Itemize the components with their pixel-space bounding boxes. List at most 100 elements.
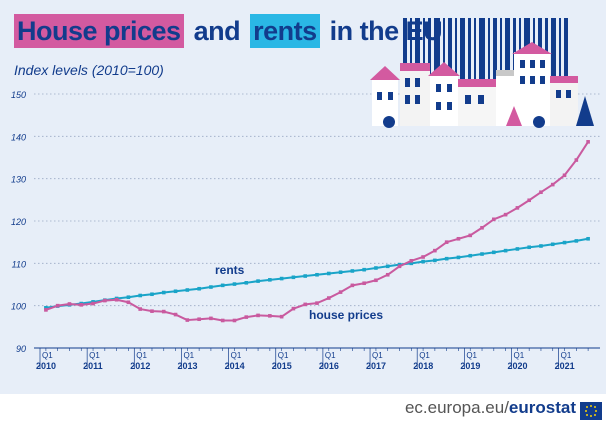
rents-point bbox=[268, 278, 272, 282]
rents-point bbox=[161, 290, 166, 295]
rents-point bbox=[574, 239, 579, 243]
rents-point bbox=[385, 264, 390, 269]
house-prices-point bbox=[173, 312, 178, 317]
x-tick-year-label: 2020 bbox=[507, 361, 527, 371]
title-and: and bbox=[193, 16, 241, 46]
rents-point bbox=[138, 293, 142, 298]
house-prices-point bbox=[220, 318, 225, 323]
house-prices-point bbox=[55, 303, 60, 308]
house-prices-point bbox=[209, 316, 213, 321]
x-tick-year-label: 2014 bbox=[225, 361, 245, 371]
rents-point bbox=[444, 256, 449, 261]
series-rents bbox=[44, 236, 590, 310]
y-tick-label: 110 bbox=[12, 259, 26, 269]
y-tick-label: 140 bbox=[11, 132, 26, 142]
x-tick-quarter-label: Q1 bbox=[325, 351, 336, 360]
x-tick-year-label: 2010 bbox=[36, 361, 56, 371]
house-prices-point bbox=[480, 225, 484, 230]
series-label-rents: rents bbox=[215, 263, 245, 277]
x-tick-year-label: 2012 bbox=[130, 361, 150, 371]
house-prices-point bbox=[326, 296, 331, 300]
rents-point bbox=[350, 269, 355, 273]
house-prices-point bbox=[197, 317, 201, 322]
rents-point bbox=[326, 271, 331, 276]
rents-point bbox=[173, 289, 178, 294]
house-prices-point bbox=[374, 278, 378, 283]
rents-point bbox=[374, 266, 378, 270]
rents-point bbox=[409, 261, 414, 266]
x-tick-year-label: 2016 bbox=[319, 361, 339, 371]
house-prices-point bbox=[503, 212, 508, 217]
rents-point bbox=[126, 295, 131, 299]
rents-point bbox=[433, 258, 437, 263]
house-prices-point bbox=[291, 306, 296, 311]
rents-point bbox=[44, 305, 48, 310]
house-prices-point bbox=[385, 272, 390, 277]
x-tick-year-label: 2017 bbox=[366, 361, 386, 371]
x-tick-year-label: 2018 bbox=[413, 361, 433, 371]
x-tick-quarter-label: Q1 bbox=[372, 351, 383, 360]
chart-subtitle: Index levels (2010=100) bbox=[14, 62, 164, 78]
title-house-prices-highlight: House prices bbox=[14, 14, 184, 48]
house-prices-point bbox=[468, 233, 473, 238]
x-tick-year-label: 2013 bbox=[177, 361, 197, 371]
x-tick-quarter-label: Q1 bbox=[466, 351, 477, 360]
house-prices-point bbox=[256, 313, 260, 318]
y-axis-tick-labels: 90 100 110 120 130 140 150 bbox=[11, 90, 26, 354]
house-prices-point bbox=[421, 255, 425, 259]
y-tick-label: 120 bbox=[11, 217, 26, 227]
house-prices-point bbox=[362, 281, 366, 286]
series-label-house-prices: house prices bbox=[309, 308, 383, 322]
house-prices-point bbox=[527, 198, 531, 203]
rents-point bbox=[303, 274, 308, 278]
x-tick-quarter-label: Q1 bbox=[278, 351, 289, 360]
source-prefix: ec.europa.eu/ bbox=[404, 398, 509, 417]
house-prices-point bbox=[114, 297, 119, 302]
rents-point bbox=[421, 259, 425, 264]
x-tick-quarter-label: Q1 bbox=[89, 351, 100, 360]
house-prices-point bbox=[268, 314, 272, 318]
x-tick-quarter-label: Q1 bbox=[419, 351, 430, 360]
house-prices-point bbox=[161, 309, 166, 314]
x-tick-quarter-label: Q1 bbox=[513, 351, 524, 360]
house-prices-point bbox=[550, 182, 555, 187]
y-tick-label: 150 bbox=[11, 90, 26, 100]
rents-point bbox=[539, 244, 543, 248]
house-prices-point bbox=[279, 314, 284, 319]
house-prices-point bbox=[539, 190, 543, 195]
rents-point bbox=[209, 285, 213, 289]
y-tick-label: 90 bbox=[16, 344, 26, 354]
rents-point bbox=[338, 270, 343, 275]
house-prices-point bbox=[586, 140, 590, 144]
house-prices-line bbox=[45, 141, 589, 322]
y-tick-label: 100 bbox=[11, 302, 26, 312]
rents-point bbox=[244, 281, 249, 285]
x-tick-quarter-label: Q1 bbox=[231, 351, 242, 360]
source-credit[interactable]: ec.europa.eu/eurostat bbox=[405, 398, 576, 418]
x-tick-year-label: 2021 bbox=[555, 361, 575, 371]
x-tick-quarter-label: Q1 bbox=[183, 351, 194, 360]
house-prices-point bbox=[138, 307, 142, 311]
rents-point bbox=[562, 240, 567, 245]
rents-point bbox=[315, 272, 319, 277]
footer-bar bbox=[0, 394, 606, 430]
house-prices-point bbox=[150, 309, 154, 313]
eu-flag-icon bbox=[580, 402, 602, 420]
house-prices-point bbox=[126, 300, 131, 305]
house-prices-point bbox=[433, 248, 437, 253]
house-prices-point bbox=[103, 298, 107, 303]
rents-point bbox=[232, 282, 237, 286]
x-tick-year-label: 2019 bbox=[460, 361, 480, 371]
house-prices-point bbox=[397, 264, 402, 269]
house-prices-point bbox=[79, 303, 84, 307]
house-prices-point bbox=[44, 308, 48, 312]
x-axis: Q12010Q12011Q12012Q12013Q12014Q12015Q120… bbox=[34, 347, 600, 371]
rents-point bbox=[550, 242, 555, 247]
rents-point bbox=[362, 267, 366, 272]
house-prices-point bbox=[574, 158, 579, 162]
y-tick-label: 130 bbox=[11, 175, 26, 185]
x-tick-year-label: 2011 bbox=[83, 361, 103, 371]
house-prices-point bbox=[492, 217, 496, 222]
